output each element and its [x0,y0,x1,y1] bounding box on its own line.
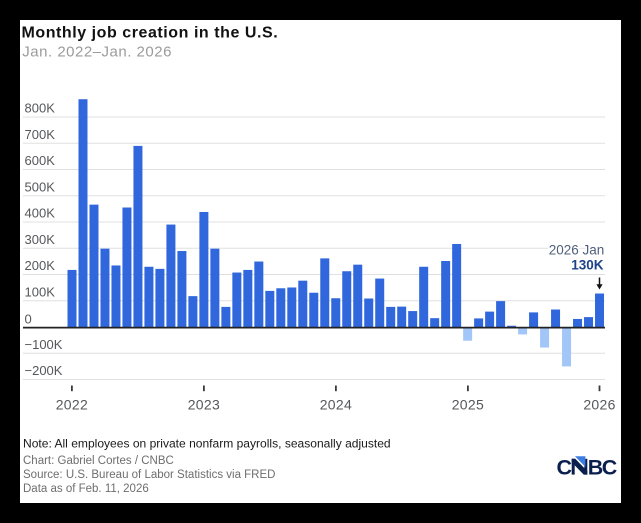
svg-text:2025: 2025 [452,396,484,412]
svg-text:Source: U.S. Bureau of Labor S: Source: U.S. Bureau of Labor Statistics … [23,469,275,481]
svg-text:2026: 2026 [583,396,615,412]
svg-text:400K: 400K [25,206,56,221]
svg-text:−200K: −200K [25,363,63,378]
svg-text:2026 Jan: 2026 Jan [549,243,605,258]
svg-text:130K: 130K [571,258,604,273]
svg-text:300K: 300K [25,232,56,247]
svg-text:200K: 200K [25,258,56,273]
svg-text:B: B [588,456,604,480]
svg-text:Monthly job creation in the U.: Monthly job creation in the U.S. [22,24,279,41]
svg-text:100K: 100K [25,284,56,299]
svg-text:−100K: −100K [25,337,63,352]
svg-text:C: C [557,456,573,480]
svg-text:Note: All employees on private: Note: All employees on private nonfarm p… [23,436,391,450]
svg-text:500K: 500K [25,179,56,194]
svg-text:2023: 2023 [188,396,220,412]
svg-text:0: 0 [25,311,32,326]
svg-text:Jan. 2022–Jan. 2026: Jan. 2022–Jan. 2026 [22,43,172,60]
svg-text:Chart: Gabriel Cortes / CNBC: Chart: Gabriel Cortes / CNBC [23,455,174,467]
svg-text:800K: 800K [25,101,56,116]
svg-text:700K: 700K [25,127,56,142]
svg-text:2024: 2024 [320,396,352,412]
svg-text:2022: 2022 [56,396,88,412]
svg-text:Data as of Feb. 11, 2026: Data as of Feb. 11, 2026 [23,483,149,495]
svg-text:600K: 600K [25,153,56,168]
svg-text:C: C [602,456,618,480]
